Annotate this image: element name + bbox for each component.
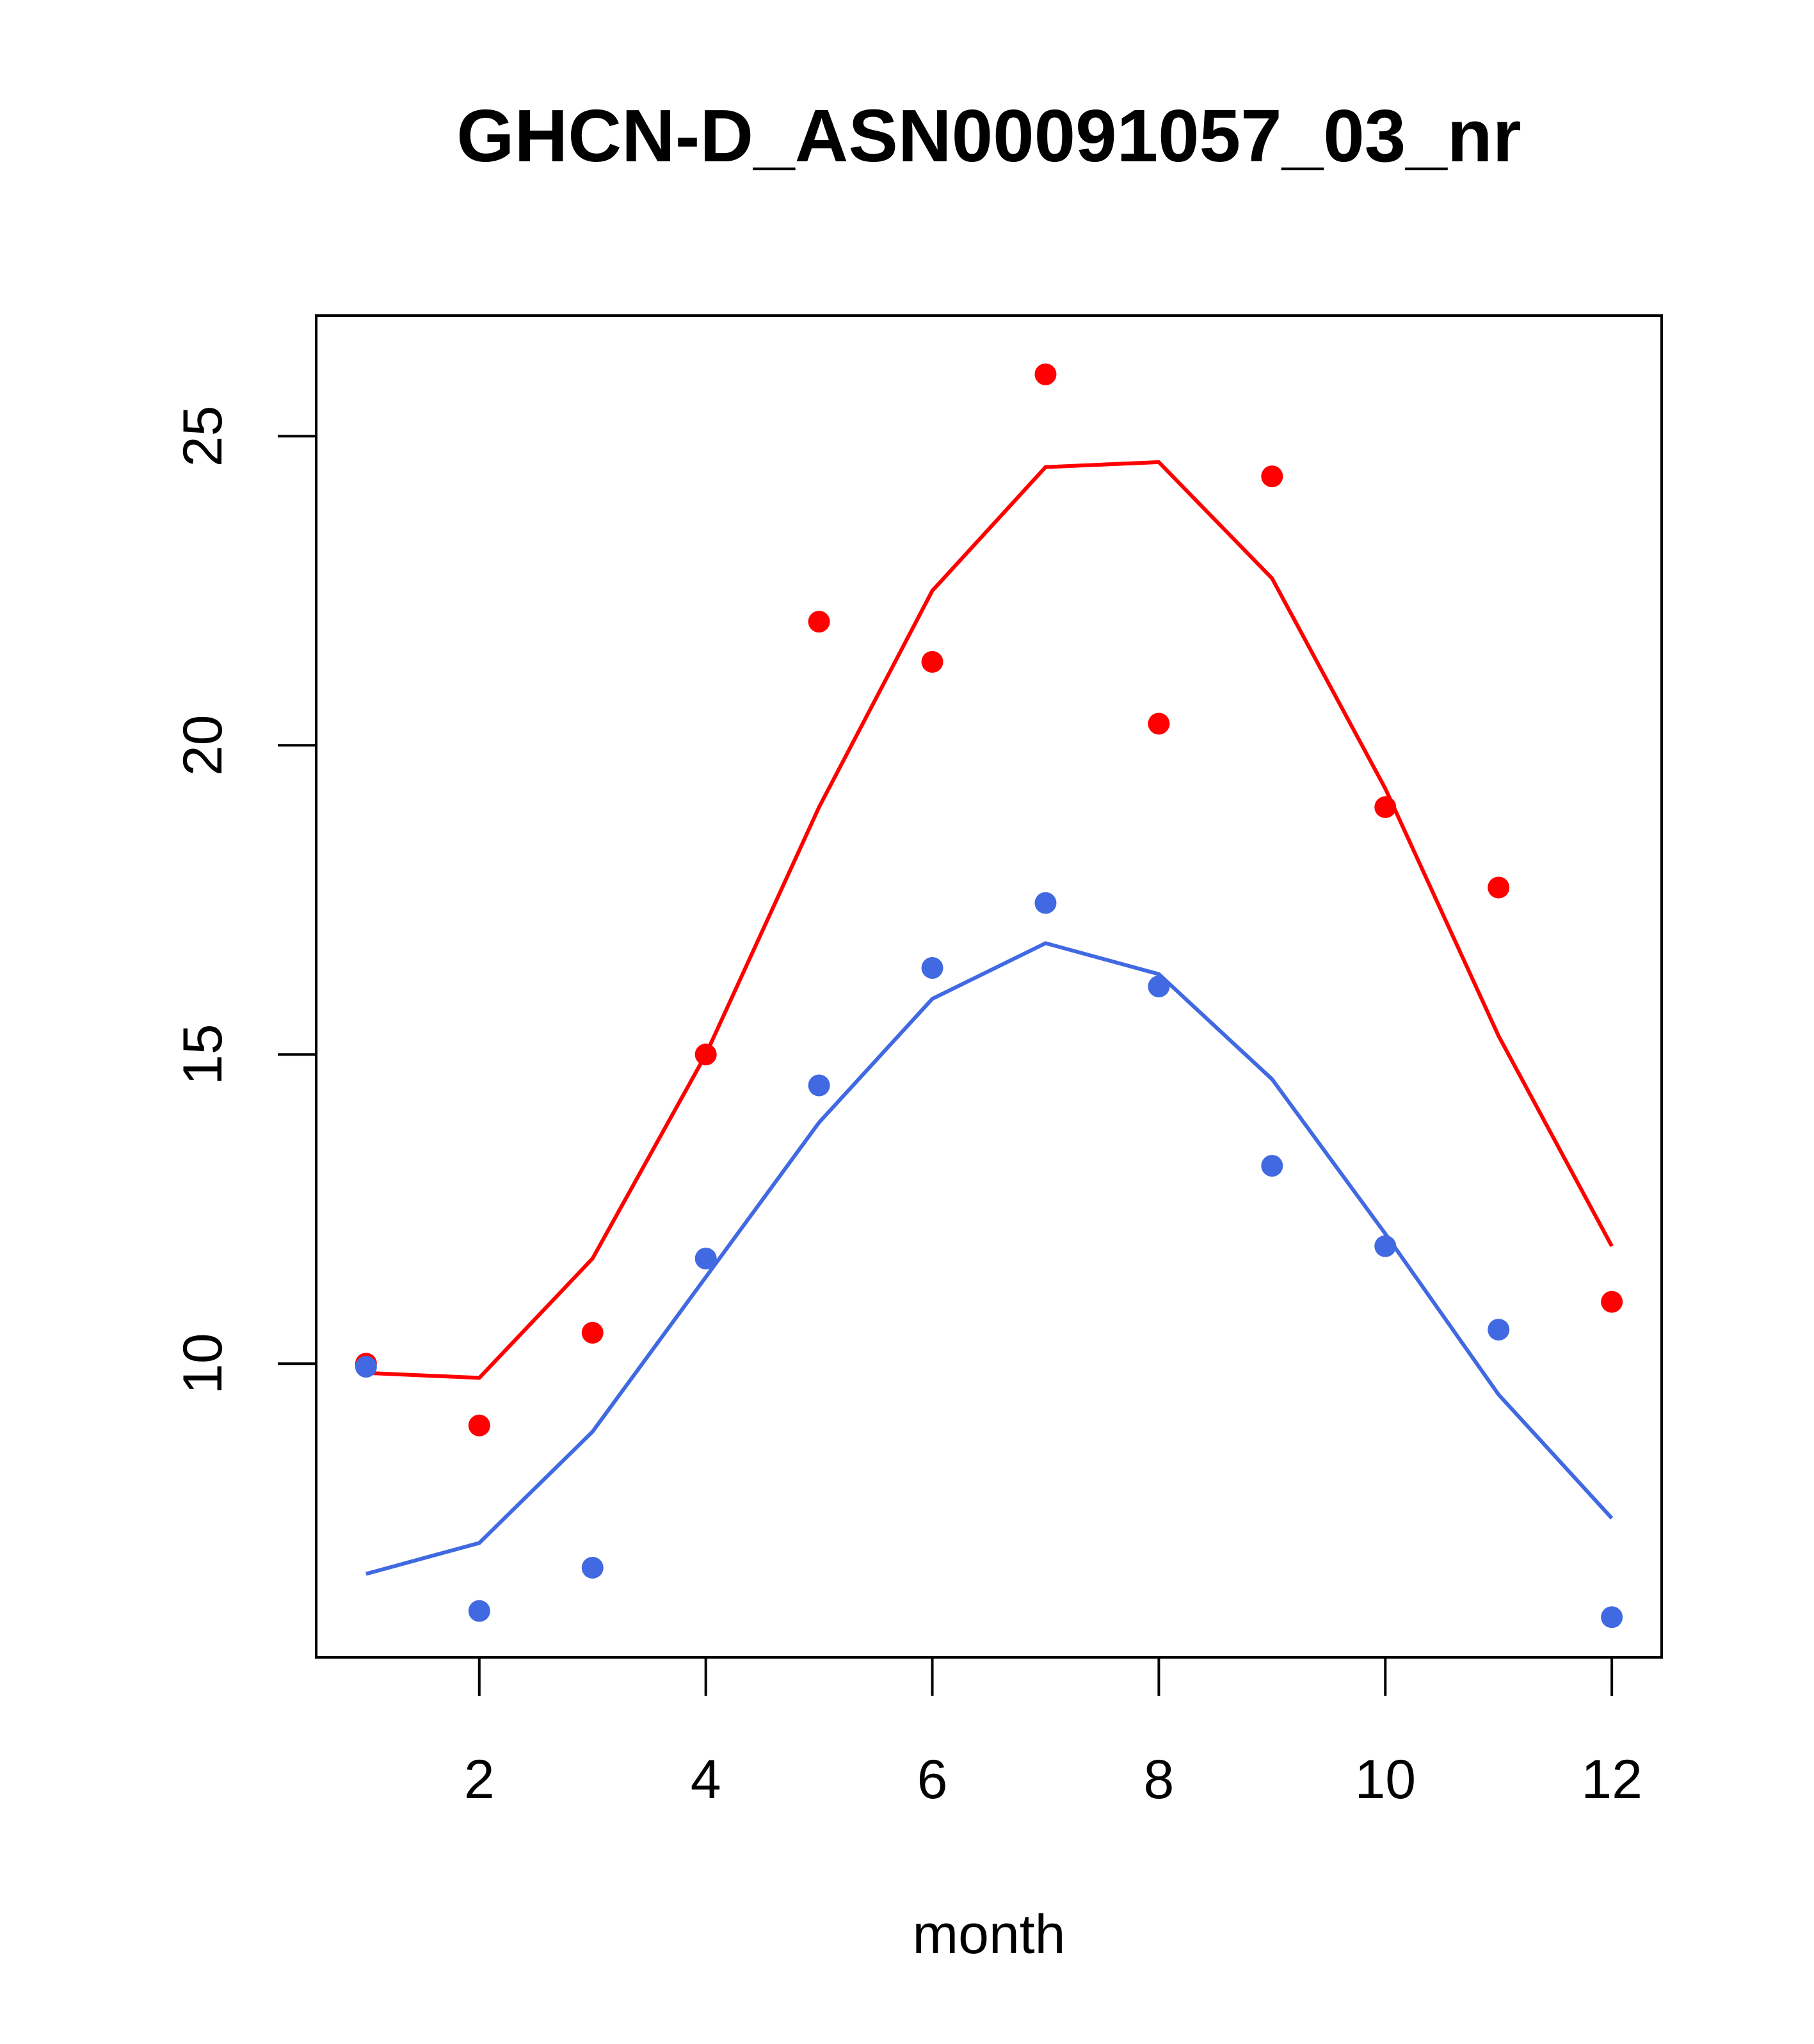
data-point	[808, 1074, 830, 1097]
data-point	[1148, 712, 1170, 735]
data-point	[1374, 1235, 1397, 1257]
data-point	[581, 1321, 604, 1344]
x-tick-label: 6	[917, 1749, 948, 1810]
data-point	[581, 1556, 604, 1579]
data-point	[1601, 1606, 1623, 1629]
data-point	[1601, 1291, 1623, 1313]
data-point	[1148, 976, 1170, 997]
data-point	[921, 650, 943, 673]
y-tick-label: 25	[172, 406, 234, 467]
series-line-0	[365, 460, 1614, 1380]
x-tick-label: 10	[1354, 1749, 1416, 1810]
data-point	[468, 1600, 490, 1622]
series-layer	[355, 363, 1623, 1629]
x-axis-label: month	[912, 1904, 1065, 1965]
data-point	[1374, 796, 1397, 818]
data-point	[1261, 1155, 1283, 1177]
data-point	[355, 1356, 377, 1378]
y-tick-label: 20	[172, 714, 234, 776]
data-point	[1261, 465, 1283, 488]
data-point	[1034, 892, 1057, 914]
x-tick-label: 8	[1143, 1749, 1174, 1810]
data-point	[1488, 1319, 1510, 1341]
data-point	[468, 1414, 490, 1436]
y-axis: 10 15 20 25	[172, 406, 317, 1394]
x-tick-label: 4	[691, 1749, 721, 1810]
data-point	[921, 957, 943, 979]
y-tick-label: 10	[172, 1333, 234, 1394]
x-axis: 2 4 6 8 10 12	[464, 1656, 1642, 1810]
x-tick-label: 2	[464, 1749, 495, 1810]
data-point	[808, 611, 830, 633]
data-point	[694, 1043, 717, 1066]
data-point	[1488, 876, 1510, 899]
data-point	[694, 1247, 717, 1269]
series-line-2	[365, 941, 1614, 1576]
y-tick-label: 15	[172, 1024, 234, 1085]
chart-title: GHCN-D_ASN00091057_03_nr	[456, 94, 1521, 177]
x-tick-label: 12	[1581, 1749, 1642, 1810]
data-point	[1034, 363, 1057, 385]
